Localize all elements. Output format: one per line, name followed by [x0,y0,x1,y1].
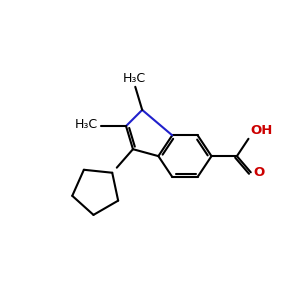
Text: H₃C: H₃C [75,118,98,131]
Text: OH: OH [250,124,273,137]
Text: O: O [253,166,264,179]
Text: H₃C: H₃C [123,72,146,85]
